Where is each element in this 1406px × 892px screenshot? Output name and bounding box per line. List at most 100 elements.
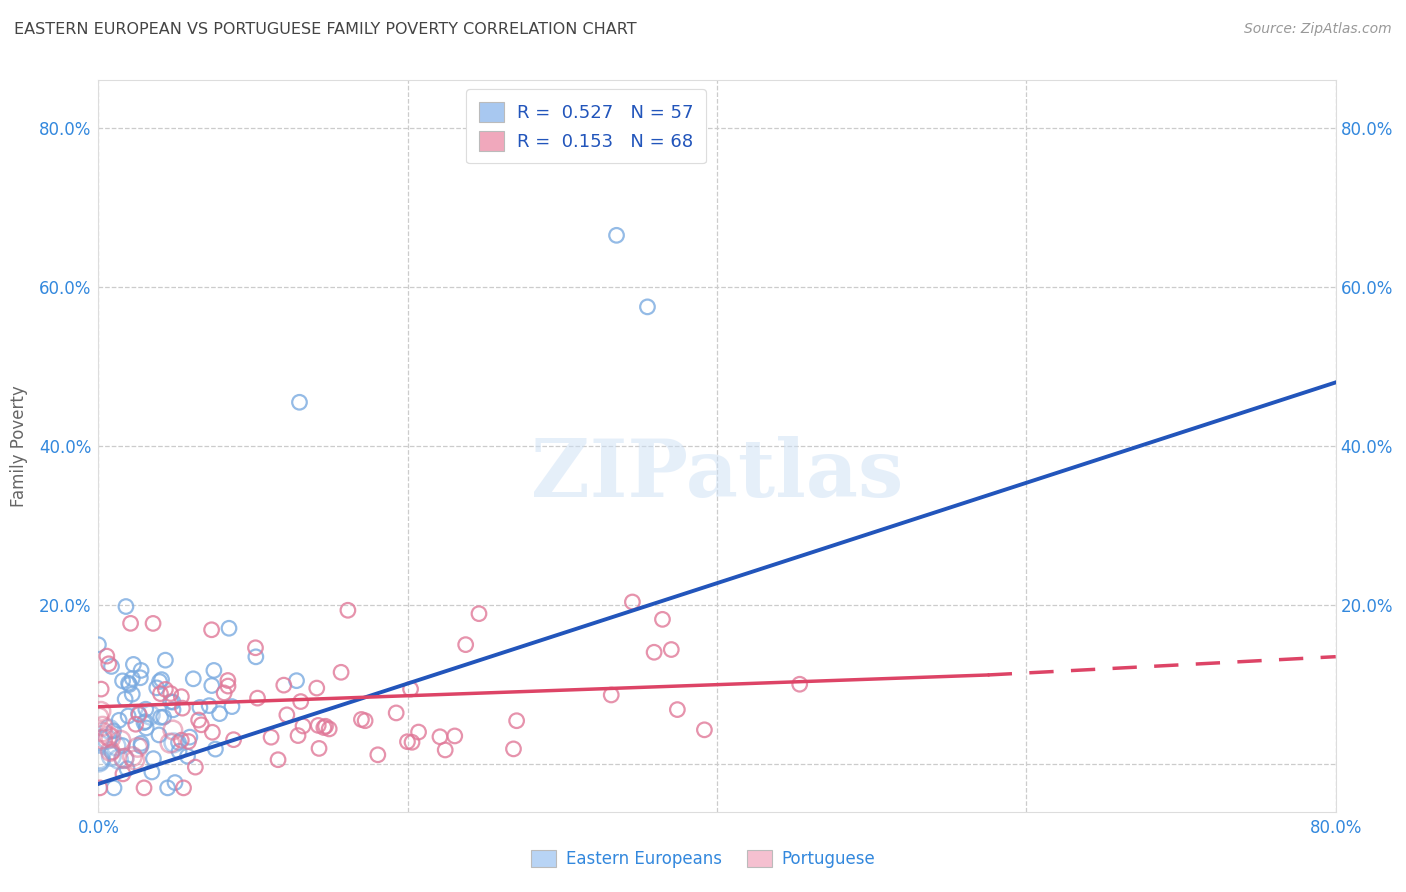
Point [115,599,138,614]
Point [148,728,170,742]
Point [222,732,245,747]
Point [135,721,157,735]
Point [201,725,224,739]
Point [120,616,142,631]
Point [135,702,157,716]
Point [354,714,377,728]
Point [350,713,373,727]
Point [167,735,190,749]
Point [145,681,167,695]
Point [89,754,111,768]
Point [202,664,225,678]
Point [188,700,211,714]
Point [100,749,122,764]
Point [159,695,181,709]
Point [97,657,120,671]
Point [218,621,240,635]
Point [285,673,308,688]
Point [141,764,163,779]
Point [505,714,527,728]
Point [396,734,419,748]
Point [651,612,673,626]
Point [308,741,330,756]
Point [172,701,194,715]
Point [245,649,267,664]
Point [101,745,124,759]
Point [112,751,135,765]
Point [129,736,152,750]
Point [87,638,110,652]
Point [693,723,716,737]
Point [89,733,111,747]
Point [367,747,389,762]
Text: Source: ZipAtlas.com: Source: ZipAtlas.com [1244,22,1392,37]
Point [288,395,311,409]
Point [200,623,222,637]
Point [156,780,179,795]
Point [315,719,337,733]
Point [159,736,181,750]
Point [91,725,114,739]
Point [96,649,118,664]
Point [107,752,129,766]
Point [124,753,146,767]
Point [108,713,131,727]
Point [187,713,209,727]
Point [167,744,190,758]
Point [100,659,122,673]
Point [245,640,267,655]
Point [246,691,269,706]
Point [132,780,155,795]
Point [336,603,359,617]
Point [155,682,177,697]
Point [142,751,165,765]
Point [260,730,283,744]
Point [177,734,200,748]
Point [292,719,315,733]
Point [111,767,134,781]
Point [443,729,465,743]
Point [399,682,422,697]
Point [96,732,118,747]
Legend: Eastern Europeans, Portuguese: Eastern Europeans, Portuguese [524,843,882,875]
Point [606,228,628,243]
Point [198,698,221,713]
Point [429,730,451,744]
Point [287,729,309,743]
Point [318,722,340,736]
Point [127,706,149,721]
Point [121,672,143,686]
Point [212,686,235,700]
Point [201,679,224,693]
Point [643,645,665,659]
Point [162,723,184,737]
Point [502,742,524,756]
Point [170,733,193,747]
Point [142,616,165,631]
Point [659,642,682,657]
Point [97,729,120,743]
Point [91,719,114,733]
Point [208,706,231,721]
Point [173,780,195,795]
Y-axis label: Family Poverty: Family Poverty [10,385,28,507]
Point [408,725,430,739]
Point [385,706,408,720]
Point [105,739,128,753]
Point [125,717,148,731]
Point [621,595,644,609]
Point [789,677,811,691]
Point [666,703,689,717]
Point [184,760,207,774]
Point [434,743,457,757]
Point [100,731,122,745]
Point [276,707,298,722]
Point [112,751,135,765]
Point [89,752,111,766]
Point [111,739,134,753]
Point [162,703,184,717]
Point [267,753,290,767]
Point [121,687,143,701]
Point [129,664,152,678]
Point [468,607,491,621]
